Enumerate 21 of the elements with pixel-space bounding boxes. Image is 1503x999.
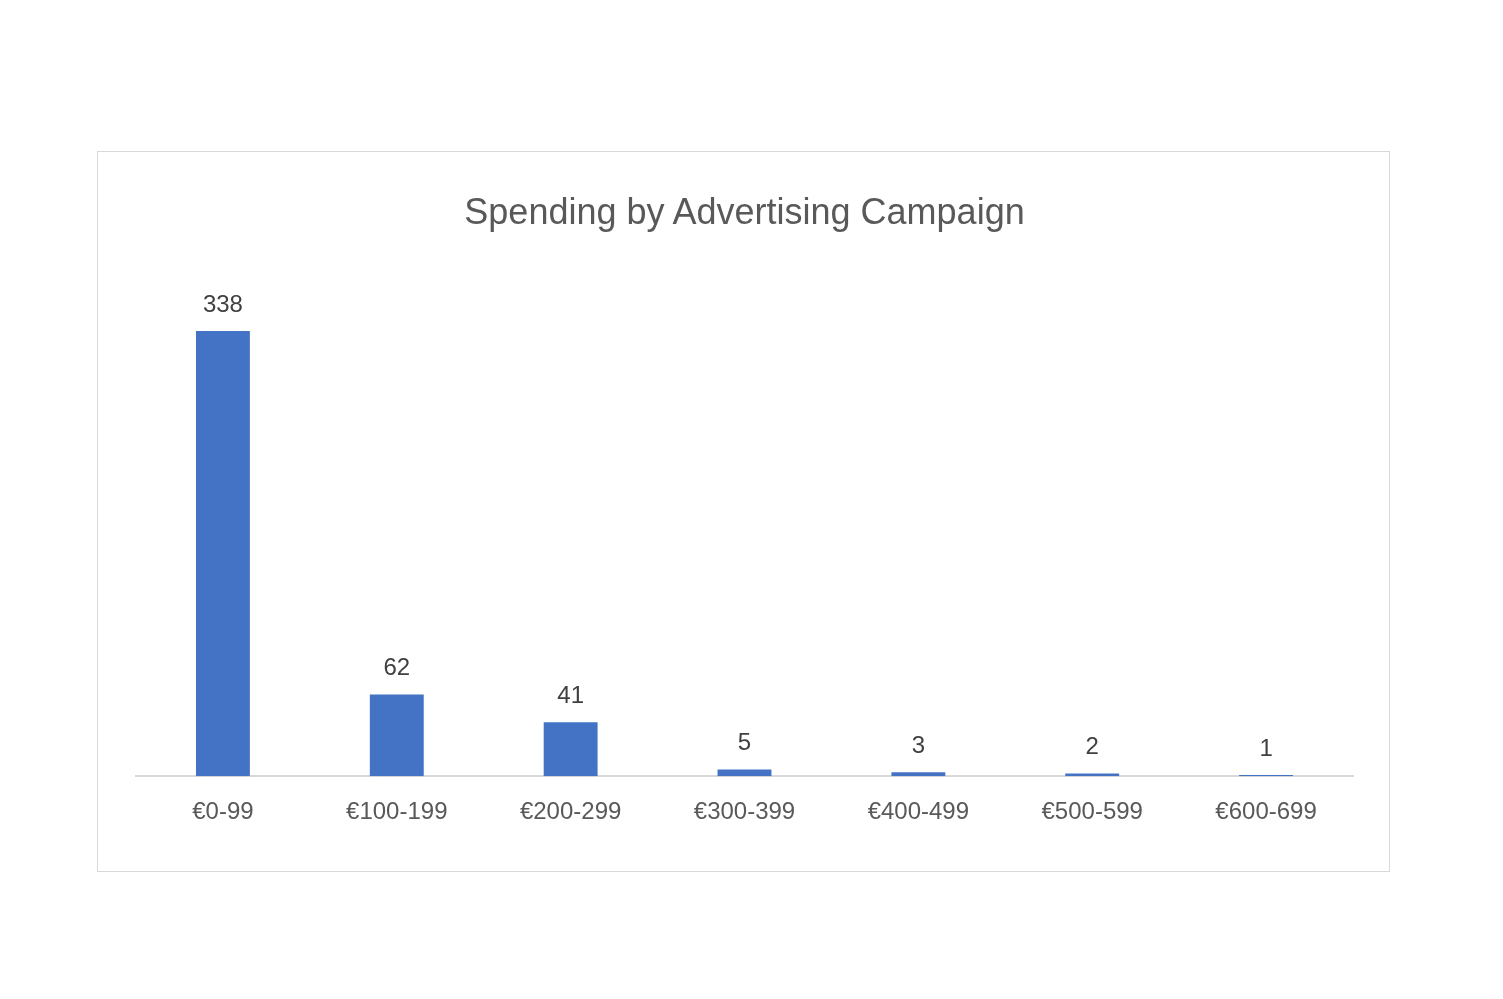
chart-title: Spending by Advertising Campaign	[464, 190, 1025, 232]
data-label: 1	[1259, 733, 1273, 761]
bar	[195, 331, 250, 777]
x-tick-label: €300-399	[693, 797, 796, 825]
data-label: 41	[557, 680, 584, 708]
x-tick-label: €100-199	[346, 797, 448, 825]
x-tick-label: €600-699	[1215, 797, 1317, 825]
bar	[543, 722, 598, 777]
x-tick-label: €200-299	[519, 797, 622, 825]
x-tick-label: €0-99	[192, 797, 254, 825]
bar	[369, 694, 424, 777]
x-tick-label: €400-499	[867, 797, 970, 825]
x-tick-label: €500-599	[1041, 797, 1143, 825]
data-label: 338	[202, 289, 243, 317]
bar	[891, 772, 946, 777]
bar	[717, 769, 772, 777]
data-label: 62	[383, 653, 411, 681]
data-label: 5	[737, 728, 752, 756]
chart-frame: Spending by Advertising Campaign €0-99 €100-199 €200-299 €300-399 €400-499 €500-599 €600-699 338 62 41 5 3 2 1	[97, 151, 1390, 872]
data-label: 3	[911, 730, 926, 758]
data-label: 2	[1085, 732, 1099, 760]
